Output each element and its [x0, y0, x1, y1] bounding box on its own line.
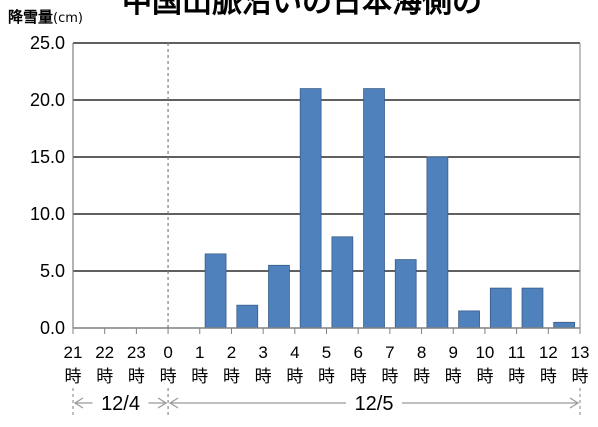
x-tick-unit: 時 [445, 367, 462, 386]
x-tick-hour: 1 [195, 343, 204, 362]
chart-title: 中国山脈沿いの日本海側の [122, 0, 482, 20]
x-tick-hour: 2 [227, 343, 236, 362]
x-tick-hour: 21 [64, 343, 83, 362]
x-tick-unit: 時 [540, 367, 557, 386]
bar [363, 88, 385, 329]
x-tick-hour: 8 [417, 343, 426, 362]
x-tick-unit: 時 [476, 367, 493, 386]
date-range-label: 12/4 [101, 393, 140, 415]
date-range-arrowhead-right [569, 397, 580, 409]
bar [204, 253, 227, 329]
bar [489, 287, 512, 329]
x-tick-unit: 時 [191, 367, 208, 386]
x-tick-hour: 6 [353, 343, 362, 362]
y-tick-label: 15.0 [30, 147, 65, 167]
date-range-label: 12/5 [355, 393, 394, 415]
x-tick-hour: 9 [449, 343, 458, 362]
x-tick-unit: 時 [318, 367, 335, 386]
x-tick-hour: 13 [571, 343, 590, 362]
x-tick-hour: 7 [385, 343, 394, 362]
x-tick-unit: 時 [223, 367, 240, 386]
y-tick-label: 20.0 [30, 90, 65, 110]
x-axis-ticks: 21時22時23時0時1時2時3時4時5時6時7時8時9時10時11時12時13… [64, 328, 590, 386]
bar [553, 321, 576, 329]
y-tick-label: 5.0 [40, 261, 65, 281]
y-axis-label-text: 降雪量 [8, 8, 53, 26]
y-tick-label: 0.0 [40, 318, 65, 338]
x-tick-unit: 時 [350, 367, 367, 386]
bar [394, 259, 417, 329]
x-tick-hour: 5 [322, 343, 331, 362]
x-tick-unit: 時 [413, 367, 430, 386]
x-tick-hour: 4 [290, 343, 299, 362]
date-label-backdrop [346, 391, 403, 415]
x-tick-hour: 23 [127, 343, 146, 362]
y-axis-ticks: 0.0 5.0 10.0 15.0 20.0 25.0 [30, 33, 65, 338]
x-tick-unit: 時 [381, 367, 398, 386]
y-axis-label: 降雪量(cm) [8, 8, 83, 26]
x-tick-unit: 時 [160, 367, 177, 386]
x-tick-unit: 時 [286, 367, 303, 386]
bar [426, 156, 449, 329]
axes [72, 43, 581, 329]
x-tick-hour: 3 [258, 343, 267, 362]
bar [458, 310, 480, 329]
bars [204, 88, 576, 329]
x-tick-hour: 12 [539, 343, 558, 362]
bar [331, 236, 354, 329]
bar [299, 88, 322, 329]
date-range-arrowhead-left [73, 397, 84, 409]
bar [268, 264, 290, 329]
gridlines [73, 42, 580, 272]
x-tick-unit: 時 [65, 367, 82, 386]
y-axis-unit: (cm) [53, 11, 83, 26]
date-label-backdrop [92, 391, 149, 415]
bar [521, 287, 544, 329]
date-range-arrowhead-right [157, 397, 168, 409]
date-ranges: 12/4 12/5 [72, 388, 581, 416]
x-tick-unit: 時 [255, 367, 272, 386]
bar [236, 304, 259, 329]
x-tick-hour: 11 [508, 343, 526, 362]
x-tick-hour: 22 [95, 343, 114, 362]
x-tick-unit: 時 [96, 367, 113, 386]
date-range-arrowhead-left [168, 397, 179, 409]
x-tick-hour: 10 [475, 343, 494, 362]
x-tick-unit: 時 [508, 367, 525, 386]
y-tick-label: 10.0 [30, 204, 65, 224]
y-tick-label: 25.0 [30, 33, 65, 53]
x-tick-hour: 0 [163, 343, 172, 362]
x-tick-unit: 時 [572, 367, 589, 386]
x-tick-unit: 時 [128, 367, 145, 386]
